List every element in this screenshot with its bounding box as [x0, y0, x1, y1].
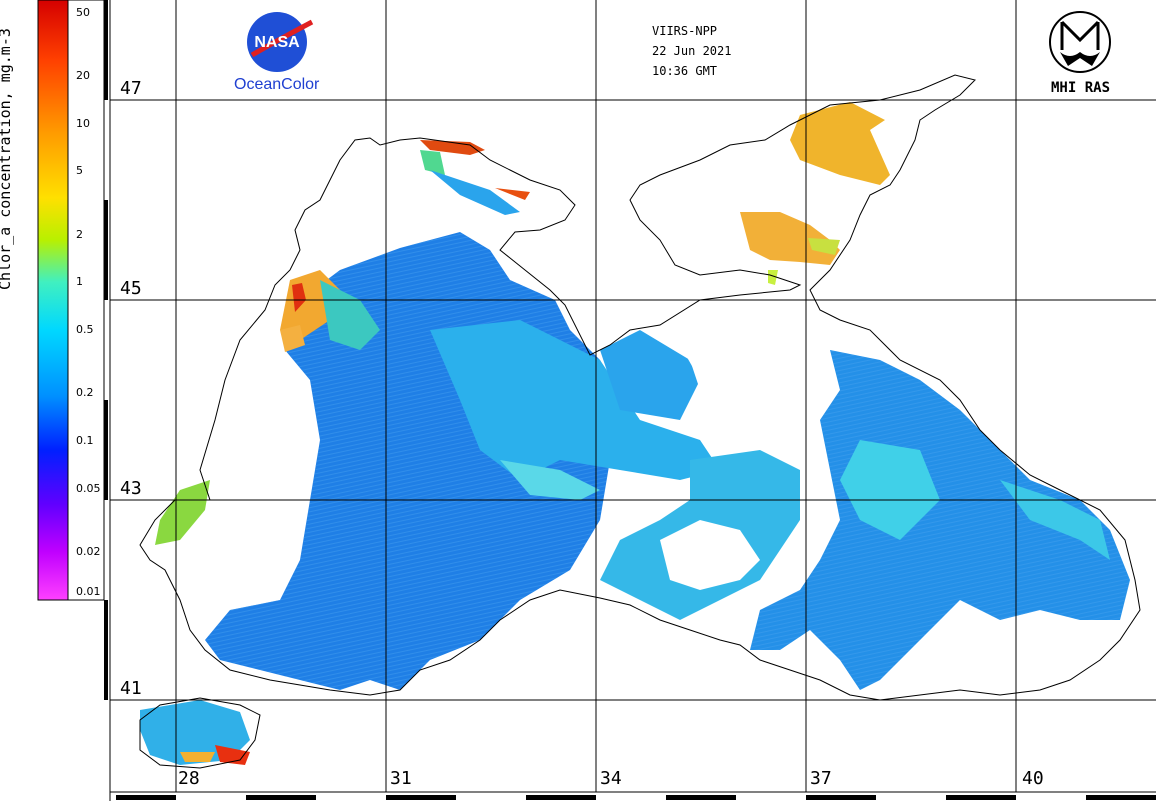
lat-lon-grid: [110, 0, 1156, 792]
azov-sea: [790, 102, 890, 185]
colorbar-tick-label: 20: [76, 68, 90, 82]
oceancolor-label: OceanColor: [234, 76, 320, 93]
lon-label-40: 40: [1022, 768, 1044, 789]
colorbar-tick-label: 50: [76, 5, 90, 19]
lon-label-34: 34: [600, 768, 622, 789]
colorbar-tick-label: 2: [76, 227, 83, 241]
lat-label-43: 43: [120, 478, 142, 499]
sensor-label: VIIRS-NPP: [652, 24, 718, 38]
colorbar-tick-label: 1: [76, 275, 83, 289]
colorbar-gradient: [37, 0, 69, 601]
lon-label-31: 31: [390, 768, 412, 789]
date-label: 22 Jun 2021: [652, 44, 732, 58]
colorbar-tick-label: 0.01: [76, 585, 101, 598]
chlorophyll-field: [140, 102, 1130, 765]
lat-label-41: 41: [120, 678, 142, 699]
colorbar-tick-label: 0.2: [76, 386, 94, 400]
colorbar-tick-label: 5: [76, 164, 83, 178]
nasa-wordmark: NASA: [254, 34, 300, 51]
colorbar-tick-label: 0.1: [76, 434, 94, 448]
colorbar-tick-label: 10: [76, 116, 90, 130]
colorbar-tick-area: [67, 0, 105, 601]
mhi-logo: [1049, 11, 1111, 73]
colorbar-tick-label: 0.02: [76, 545, 101, 559]
left-ruler: [104, 0, 111, 801]
lat-label-45: 45: [120, 278, 142, 299]
bottom-ruler: [110, 791, 1156, 800]
mhi-label: MHI RAS: [1051, 80, 1111, 96]
time-label: 10:36 GMT: [652, 64, 718, 78]
colorbar-tick-label: 0.05: [76, 481, 101, 495]
colorbar-tick-label: 0.5: [76, 323, 94, 337]
lat-label-47: 47: [120, 78, 142, 99]
lon-label-37: 37: [810, 768, 832, 789]
colorbar-title: Chlor_a concentration, mg.m-3: [0, 28, 14, 290]
cyan-tongue: [430, 320, 720, 480]
nasa-logo: NASA: [247, 12, 314, 72]
lon-label-28: 28: [178, 768, 200, 789]
